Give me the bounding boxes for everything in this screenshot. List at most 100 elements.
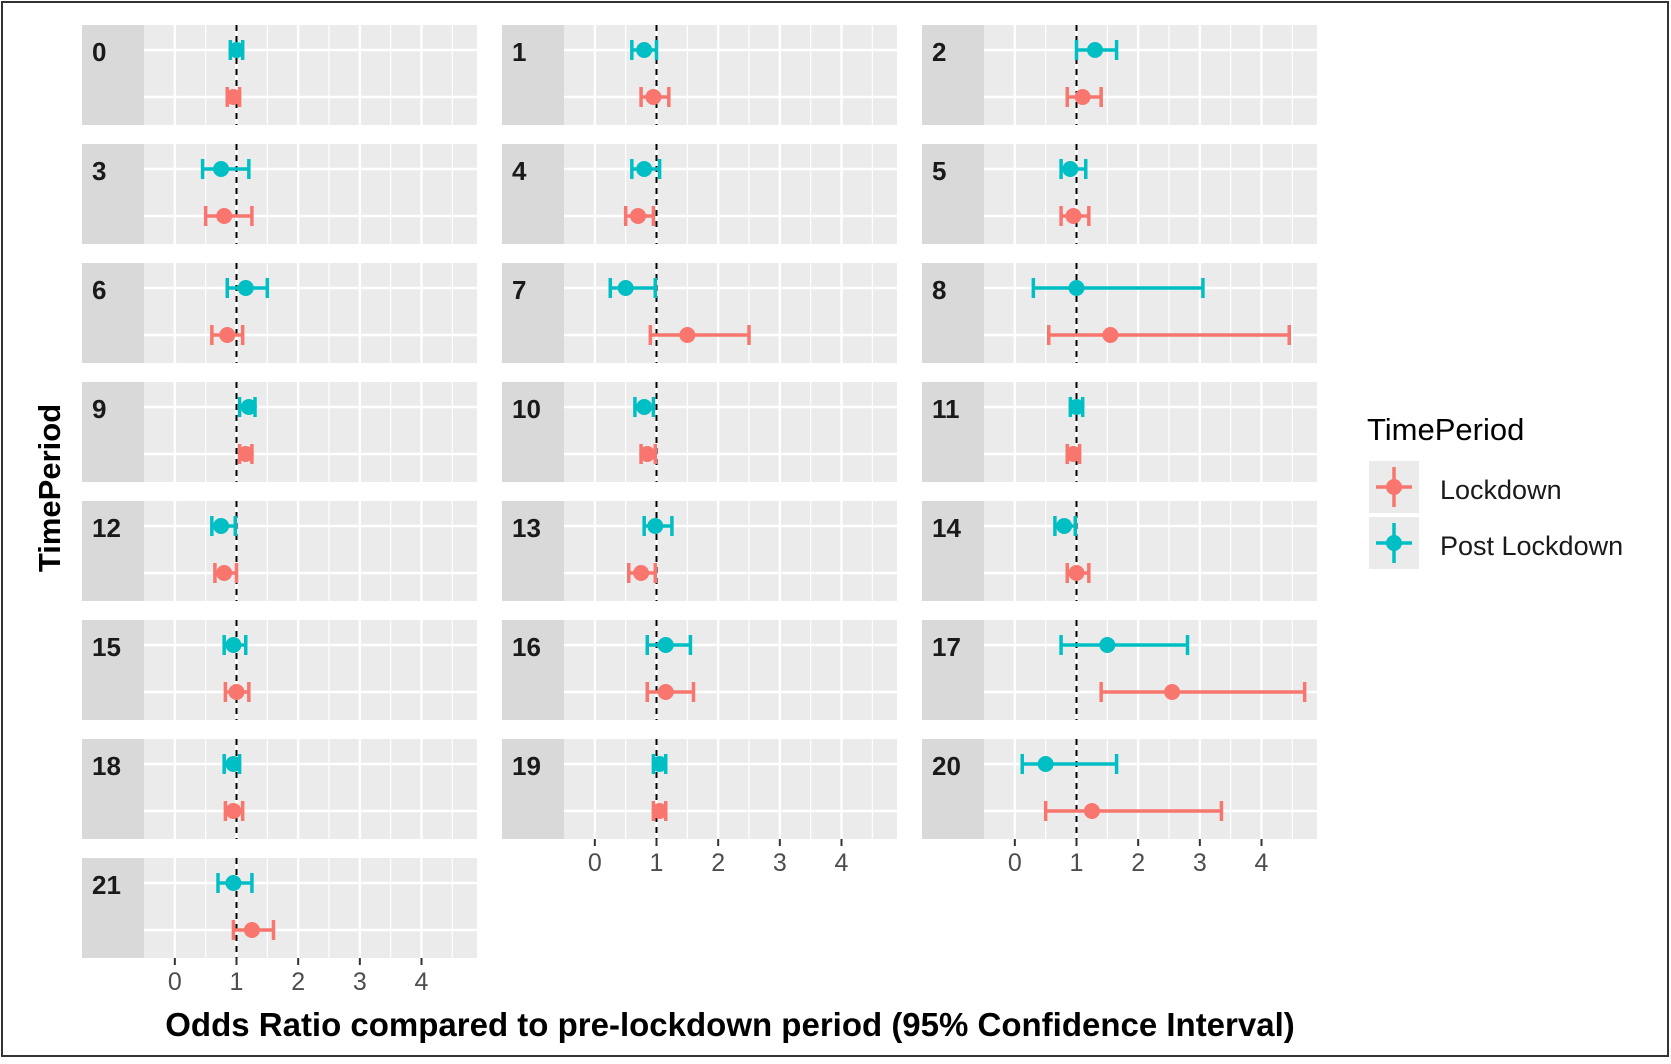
facet-panel-9: 9 bbox=[82, 382, 477, 482]
facet-plot-area bbox=[564, 620, 897, 720]
errorbar-lockdown bbox=[1065, 444, 1082, 464]
facet-label: 8 bbox=[932, 275, 946, 305]
x-axes: 0 1 2 3 4 0 1 2 3 4 0 1 2 3 4 bbox=[168, 839, 1269, 996]
legend: TimePeriod Lockdown Post Lockdown bbox=[1367, 412, 1623, 569]
errorbar-post-lockdown bbox=[1020, 754, 1119, 774]
x-tick-label: 3 bbox=[1193, 849, 1207, 877]
x-tick-label: 0 bbox=[1008, 849, 1022, 877]
facet-plot-area bbox=[144, 501, 477, 601]
errorbar-post-lockdown bbox=[237, 397, 257, 417]
facet-label: 20 bbox=[932, 751, 961, 781]
errorbar-lockdown bbox=[1065, 87, 1103, 107]
facet-label: 4 bbox=[512, 156, 527, 186]
legend-glyph-lockdown bbox=[1376, 467, 1412, 507]
facet-panel-14: 14 bbox=[922, 501, 1317, 601]
facet-strip bbox=[922, 620, 984, 720]
errorbar-lockdown bbox=[639, 87, 671, 107]
errorbar-lockdown bbox=[648, 325, 751, 345]
facet-plot-area bbox=[564, 263, 897, 363]
facet-label: 16 bbox=[512, 632, 541, 662]
errorbar-lockdown bbox=[1065, 563, 1091, 583]
facet-panel-13: 13 bbox=[502, 501, 897, 601]
x-axis-col-0: 0 1 2 3 4 bbox=[168, 958, 429, 996]
errorbar-lockdown bbox=[1047, 325, 1291, 345]
errorbar-lockdown bbox=[651, 801, 668, 821]
facet-panel-4: 4 bbox=[502, 144, 897, 244]
errorbar-lockdown bbox=[231, 920, 276, 940]
errorbar-lockdown bbox=[210, 325, 245, 345]
facet-panel-8: 8 bbox=[922, 263, 1317, 363]
x-tick-label: 2 bbox=[291, 968, 305, 996]
errorbar-lockdown bbox=[645, 682, 696, 702]
facet-panel-18: 18 bbox=[82, 739, 477, 839]
facet-strip bbox=[502, 739, 564, 839]
legend-glyphs bbox=[1376, 467, 1412, 563]
facet-label: 10 bbox=[512, 394, 541, 424]
x-axis-label: Odds Ratio compared to pre-lockdown peri… bbox=[165, 1006, 1295, 1043]
facet-plot-area bbox=[564, 25, 897, 125]
errorbar-post-lockdown bbox=[608, 278, 658, 298]
facet-panel-7: 7 bbox=[502, 263, 897, 363]
legend-glyph-post-lockdown bbox=[1376, 523, 1412, 563]
x-tick-label: 0 bbox=[588, 849, 602, 877]
facet-plot-area bbox=[144, 382, 477, 482]
errorbar-post-lockdown bbox=[1059, 635, 1190, 655]
facet-panel-20: 20 bbox=[922, 739, 1317, 839]
facet-panel-2: 2 bbox=[922, 25, 1317, 125]
legend-title: TimePeriod bbox=[1367, 412, 1524, 447]
facet-strip bbox=[502, 25, 564, 125]
facet-strip bbox=[502, 263, 564, 363]
x-axis-col-1: 0 1 2 3 4 bbox=[588, 839, 849, 877]
facet-plot-area bbox=[984, 382, 1317, 482]
errorbar-post-lockdown bbox=[225, 278, 270, 298]
errorbar-post-lockdown bbox=[210, 516, 238, 536]
x-tick-label: 2 bbox=[1131, 849, 1145, 877]
facet-plot-area bbox=[144, 25, 477, 125]
facet-panel-21: 21 bbox=[82, 858, 477, 958]
errorbar-lockdown bbox=[213, 563, 239, 583]
facet-plot-area bbox=[144, 620, 477, 720]
errorbar-post-lockdown bbox=[1074, 40, 1119, 60]
facet-panel-12: 12 bbox=[82, 501, 477, 601]
facet-plot-area bbox=[564, 501, 897, 601]
errorbar-lockdown bbox=[203, 206, 254, 226]
facet-plot-area bbox=[564, 739, 897, 839]
x-tick-label: 3 bbox=[353, 968, 367, 996]
errorbar-post-lockdown bbox=[1053, 516, 1078, 536]
errorbar-lockdown bbox=[639, 444, 658, 464]
facet-label: 9 bbox=[92, 394, 106, 424]
facet-plot-area bbox=[144, 144, 477, 244]
x-tick-label: 0 bbox=[168, 968, 182, 996]
facet-label: 7 bbox=[512, 275, 526, 305]
facet-panel-1: 1 bbox=[502, 25, 897, 125]
errorbar-post-lockdown bbox=[228, 40, 245, 60]
x-tick-label: 1 bbox=[1070, 849, 1084, 877]
facet-label: 0 bbox=[92, 37, 106, 67]
facet-label: 6 bbox=[92, 275, 106, 305]
facet-strip bbox=[502, 620, 564, 720]
x-tick-label: 4 bbox=[415, 968, 429, 996]
facet-strip bbox=[922, 739, 984, 839]
x-tick-label: 4 bbox=[1255, 849, 1269, 877]
facet-strip bbox=[502, 501, 564, 601]
errorbar-lockdown bbox=[237, 444, 254, 464]
facet-label: 3 bbox=[92, 156, 106, 186]
facet-panel-17: 17 bbox=[922, 620, 1317, 720]
errorbar-post-lockdown bbox=[630, 159, 662, 179]
errorbar-post-lockdown bbox=[222, 754, 242, 774]
facet-strip bbox=[502, 382, 564, 482]
facet-label: 13 bbox=[512, 513, 541, 543]
facet-plot-area bbox=[144, 858, 477, 958]
facet-strip bbox=[922, 263, 984, 363]
facet-strip bbox=[82, 739, 144, 839]
facet-strip bbox=[82, 382, 144, 482]
x-tick-label: 2 bbox=[711, 849, 725, 877]
y-axis-label: TimePeriod bbox=[32, 404, 67, 572]
legend-label-post-lockdown: Post Lockdown bbox=[1440, 531, 1623, 561]
errorbar-lockdown bbox=[627, 563, 658, 583]
errorbar-post-lockdown bbox=[1059, 159, 1088, 179]
facet-label: 21 bbox=[92, 870, 121, 900]
